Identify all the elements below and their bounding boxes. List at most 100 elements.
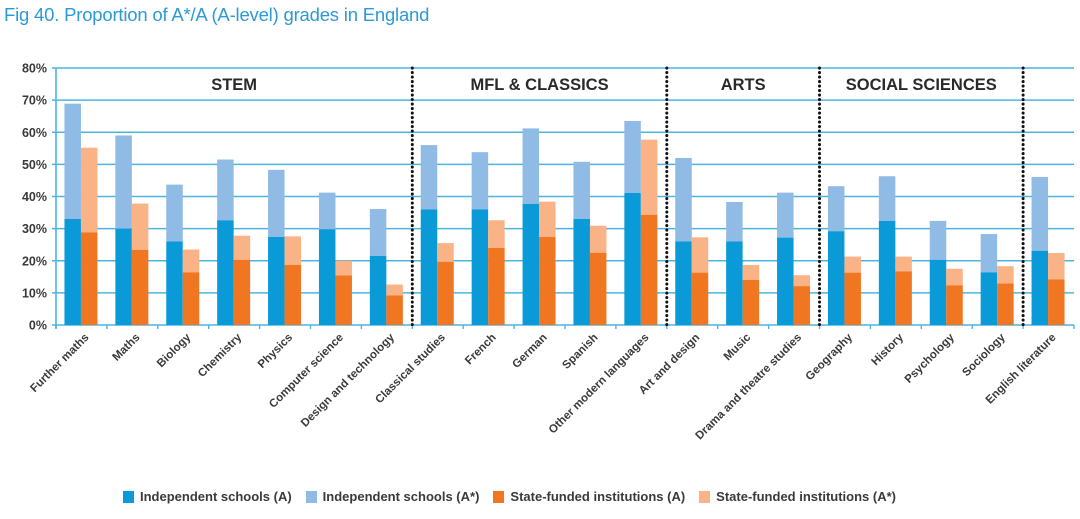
bar-independent-astar [675,157,692,242]
bar-independent-a [471,209,489,325]
bar-independent-astar [268,169,285,237]
x-axis-labels: Further maths Maths Biology Chemistry Physic… [28,331,1058,442]
bar-independent-a [115,228,132,325]
legend-swatch-indep-astar [305,490,317,503]
bar-state-astar [335,260,352,276]
bar-independent-a [878,220,896,325]
x-tick-label: Music [722,331,754,363]
legend-label: State-funded institutions (A) [510,489,686,504]
y-axis-labels: 0% 10% 20% 30% 40% 50% 60% 70% 80% [22,62,47,333]
bar-independent-a [675,241,692,325]
y-tick-label: 10% [22,286,47,300]
bar-independent-a [369,255,387,325]
bar-state-a [997,283,1014,325]
bar-state-astar [793,275,811,287]
legend-swatch-indep-a [123,490,134,503]
x-tick-label: Maths [110,332,142,364]
bar-independent-a [980,272,998,325]
bar-independent-astar [115,135,132,229]
bar-independent-astar [929,220,947,260]
legend-item-state-astar: State-funded institutions (A*) [699,489,896,504]
legend-label: Independent schools (A*) [322,489,480,504]
bar-independent-a [1031,250,1049,325]
bar-state-a [793,286,811,325]
bar-independent-astar [980,234,998,273]
x-tick-label: Further maths [28,332,91,395]
x-tick-label: French [463,332,499,368]
y-tick-label: 80% [22,62,47,76]
bar-state-a [437,261,454,325]
x-tick-label: History [869,331,906,368]
bar-state-astar [946,268,963,286]
bar-independent-astar [726,201,743,242]
group-label: ARTS [721,76,766,94]
x-tick-label: Psychology [903,331,958,386]
bar-independent-astar [624,121,641,193]
y-tick-label: 50% [22,158,47,172]
bar-independent-a [777,237,794,325]
bar-state-a [131,249,149,325]
y-tick-label: 20% [22,254,47,268]
bar-state-a [80,232,98,325]
x-tick-label: German [510,332,549,371]
bar-independent-a [217,220,234,325]
y-tick-label: 0% [29,319,47,333]
bar-state-astar [437,243,454,262]
bar-independent-a [624,192,641,325]
x-tick-label: Geography [804,331,856,383]
y-tick-label: 60% [22,126,47,140]
x-tick-label: Biology [155,331,194,370]
bars [64,103,1065,325]
bar-state-a [895,271,912,325]
x-tick-label: Spanish [560,332,600,372]
bar-state-a [386,295,403,325]
group-label: STEM [211,76,257,94]
legend-item-state-a: State-funded institutions (A) [493,489,685,504]
bar-state-a [1048,279,1065,325]
bar-state-a [335,275,352,325]
bar-independent-astar [166,184,183,242]
bar-independent-astar [420,145,438,210]
bar-independent-astar [522,128,540,204]
legend-label: State-funded institutions (A*) [716,489,896,504]
x-tick-label: Drama and theatre studies [694,332,805,443]
x-tick-label: Design and technology [299,331,397,429]
bar-state-astar [284,236,302,265]
bar-state-a [691,272,709,325]
bar-state-astar [1048,253,1065,280]
bar-state-astar [997,266,1014,284]
bar-independent-astar [1031,176,1049,251]
bar-independent-a [64,218,81,325]
bar-independent-astar [369,209,387,256]
group-labels: STEM MFL & CLASSICS ARTS SOCIAL SCIENCES [211,76,997,94]
legend-item-indep-a: Independent schools (A) [123,489,292,504]
group-dividers [410,66,1025,329]
group-label: MFL & CLASSICS [470,76,608,94]
bar-state-a [589,252,607,325]
bar-independent-a [522,203,540,325]
bar-state-astar [233,235,251,260]
bar-state-astar [844,256,861,273]
bar-independent-astar [217,159,234,221]
bar-independent-astar [827,186,845,232]
bar-independent-a [726,241,743,325]
bar-state-a [488,247,505,325]
bar-state-astar [182,249,200,273]
gridlines [52,67,1075,329]
bar-state-astar [691,237,709,273]
bar-state-a [742,280,760,325]
group-label: SOCIAL SCIENCES [846,76,997,94]
bar-independent-a [318,229,336,325]
bar-state-a [640,214,658,325]
bar-state-a [182,272,200,325]
bar-state-astar [589,225,607,253]
bar-independent-astar [573,161,590,219]
bar-state-a [284,264,302,325]
legend-item-indep-astar: Independent schools (A*) [305,489,480,504]
bar-state-astar [386,284,403,296]
bar-state-astar [742,264,760,281]
bar-state-astar [895,256,912,272]
legend: Independent schools (A) Independent scho… [123,489,910,504]
bar-state-astar [131,203,149,250]
y-tick-label: 70% [22,94,47,108]
